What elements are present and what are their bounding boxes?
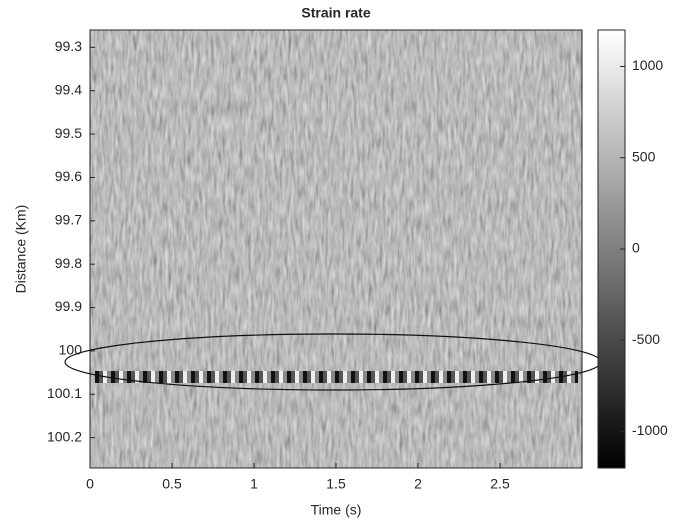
x-axis-label: Time (s) bbox=[311, 502, 362, 518]
y-tick-label: 99.5 bbox=[55, 125, 82, 141]
y-tick-label: 99.8 bbox=[55, 255, 82, 271]
signal-band bbox=[95, 371, 578, 383]
colorbar-tick-label: 500 bbox=[632, 148, 656, 164]
y-tick-label: 100.1 bbox=[47, 385, 82, 401]
y-tick-label: 99.7 bbox=[55, 212, 82, 228]
colorbar-tick-label: -500 bbox=[632, 331, 660, 347]
colorbar-tick-label: -1000 bbox=[632, 422, 668, 438]
y-tick-label: 99.9 bbox=[55, 298, 82, 314]
x-tick-label: 0 bbox=[86, 476, 94, 492]
x-tick-label: 2 bbox=[414, 476, 422, 492]
y-axis-label: Distance (Km) bbox=[13, 205, 29, 294]
x-tick-label: 1.5 bbox=[326, 476, 346, 492]
y-tick-label: 99.3 bbox=[55, 38, 82, 54]
colorbar-tick-label: 1000 bbox=[632, 57, 663, 73]
y-tick-label: 100 bbox=[59, 342, 83, 358]
y-tick-label: 99.4 bbox=[55, 81, 82, 97]
x-tick-label: 2.5 bbox=[490, 476, 510, 492]
x-tick-label: 0.5 bbox=[162, 476, 182, 492]
y-tick-label: 99.6 bbox=[55, 168, 82, 184]
chart-title: Strain rate bbox=[301, 5, 370, 21]
heatmap-texture bbox=[90, 30, 582, 468]
x-tick-label: 1 bbox=[250, 476, 258, 492]
y-tick-label: 100.2 bbox=[47, 428, 82, 444]
colorbar-tick-label: 0 bbox=[632, 240, 640, 256]
